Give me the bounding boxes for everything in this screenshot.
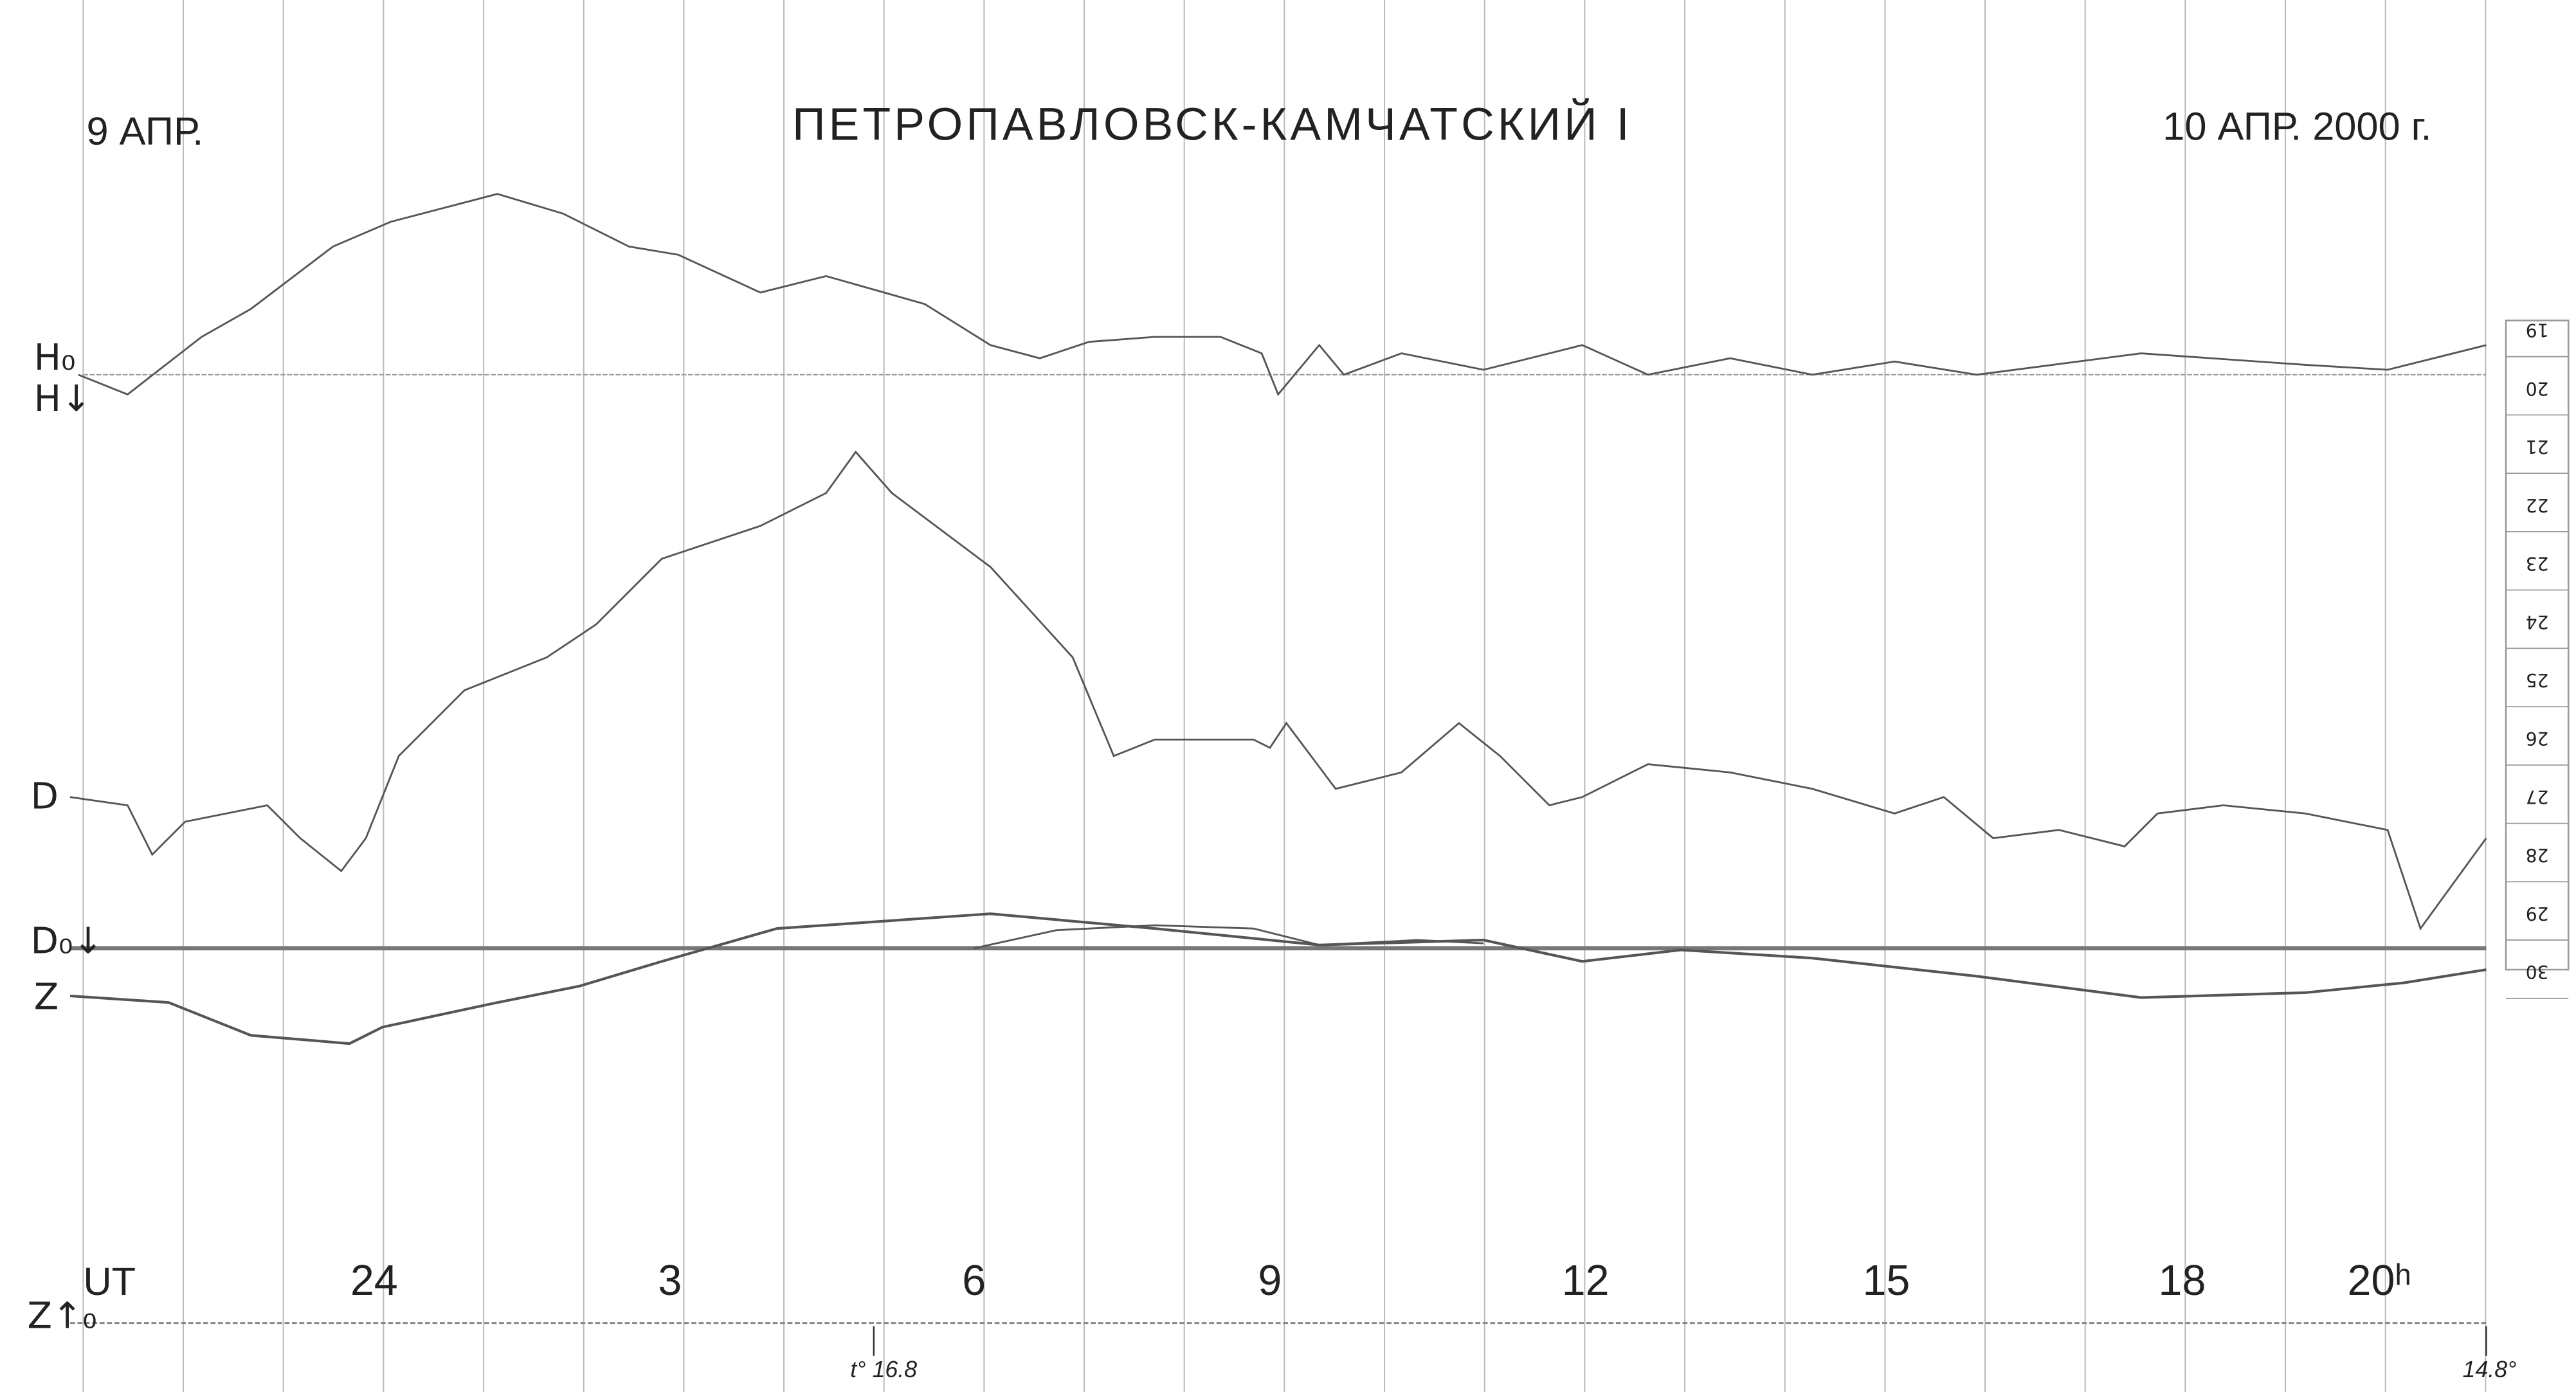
z-trace	[69, 912, 2487, 1045]
scale-label: 30	[2526, 961, 2549, 982]
hour-label: 24	[350, 1257, 398, 1305]
scale-label: 27	[2526, 786, 2549, 807]
hour-label: 20ʰ	[2348, 1257, 2411, 1305]
d-trace	[69, 450, 2487, 931]
hour-labels: 24 3 6 9 12 15 18 20ʰ	[350, 1257, 2411, 1305]
hour-label: 12	[1562, 1257, 1610, 1305]
temp-end: 14.8°	[2463, 1357, 2517, 1382]
scale-label: 21	[2526, 436, 2549, 457]
hour-label: 18	[2159, 1257, 2206, 1305]
scale-label: 19	[2526, 320, 2549, 341]
z-label: Z	[34, 976, 59, 1018]
scale-strip	[2505, 320, 2570, 971]
scale-label: 20	[2526, 377, 2549, 399]
h-trace	[78, 193, 2487, 397]
hour-label: 9	[1258, 1257, 1282, 1305]
scale-label: 29	[2526, 903, 2549, 924]
hour-grid	[82, 0, 2487, 1392]
d-label: D	[31, 776, 59, 818]
temp-start: t° 16.8	[850, 1357, 917, 1382]
d0-label: D₀↓	[31, 921, 104, 963]
hour-label: 6	[962, 1257, 986, 1305]
scale-label: 24	[2526, 611, 2549, 632]
scale-label: 25	[2526, 669, 2549, 691]
hour-label: 3	[658, 1257, 682, 1305]
left-date: 9 АПР.	[87, 109, 204, 153]
right-date: 10 АПР. 2000 г.	[2163, 104, 2431, 148]
h0-label: H₀	[34, 337, 76, 379]
scale-label: 22	[2526, 494, 2549, 516]
scale: 19 20 21 22 23 24 25 26 27 28 29 30	[2506, 320, 2569, 999]
hour-label: 15	[1862, 1257, 1910, 1305]
h-label: H↓	[34, 378, 91, 420]
scale-label: 23	[2526, 553, 2549, 574]
z0-label: Z↑₀	[27, 1295, 96, 1337]
ut-label: UT	[83, 1259, 136, 1303]
scale-label: 26	[2526, 728, 2549, 749]
d-hump	[974, 924, 1484, 950]
paper	[4, 0, 2572, 1392]
scale-label: 28	[2526, 844, 2549, 865]
title: ПЕТРОПАВЛОВСК-КАМЧАТСКИЙ I	[792, 97, 1633, 150]
